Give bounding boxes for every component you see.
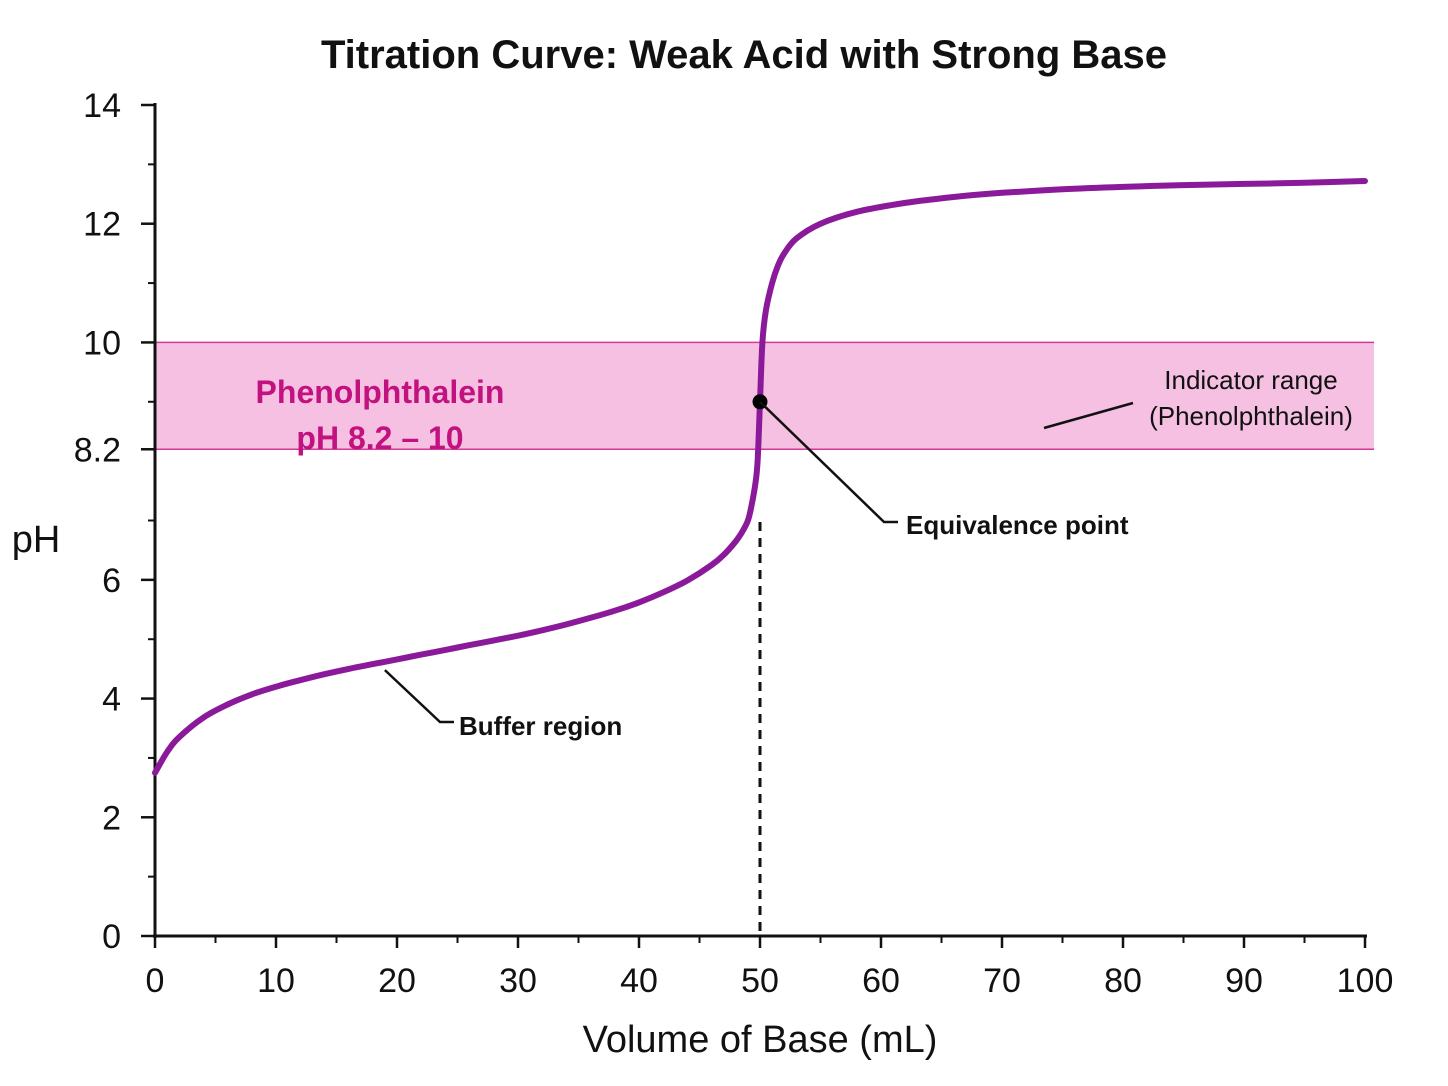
- y-axis-label: pH: [12, 519, 61, 561]
- x-tick-label: 10: [257, 962, 295, 1000]
- band-label-name: Phenolphthalein: [256, 374, 505, 410]
- x-tick-label: 50: [741, 962, 779, 1000]
- indicator-range-sublabel: (Phenolphthalein): [1149, 401, 1353, 431]
- x-tick-label: 0: [146, 962, 165, 1000]
- y-tick-label: 14: [83, 87, 121, 125]
- y-tick-label: 4: [102, 681, 121, 719]
- indicator-range-label: Indicator range: [1164, 365, 1337, 395]
- titration-curve: [152, 178, 1368, 776]
- x-tick-label: 80: [1104, 962, 1142, 1000]
- x-tick-label: 60: [862, 962, 900, 1000]
- equivalence-point-label: Equivalence point: [906, 510, 1129, 540]
- y-tick-label: 6: [102, 562, 121, 600]
- x-tick-label: 20: [378, 962, 416, 1000]
- annotations: Equivalence point Buffer region Indicator …: [384, 365, 1353, 936]
- buffer-leader-line: [384, 669, 454, 724]
- x-tick-label: 30: [499, 962, 537, 1000]
- equivalence-leader-line: [759, 400, 898, 524]
- indicator-range-leader-line: [1043, 401, 1134, 430]
- x-tick-label: 100: [1337, 962, 1394, 1000]
- y-tick-label: 8.2: [74, 431, 121, 469]
- y-tick-label: 0: [102, 918, 121, 956]
- buffer-region-label: Buffer region: [459, 711, 622, 741]
- x-axis-label: Volume of Base (mL): [583, 1019, 938, 1061]
- axis-ticks: 0 10 20 30 40 50 60 70 80 90 100 0 2 4 6 8.2 10 12 14: [74, 87, 1394, 1000]
- y-tick-label: 12: [83, 206, 121, 244]
- x-tick-label: 70: [983, 962, 1021, 1000]
- chart-title: Titration Curve: Weak Acid with Strong B…: [321, 33, 1167, 77]
- series: [152, 178, 1368, 776]
- y-tick-label: 10: [83, 324, 121, 362]
- x-tick-label: 90: [1225, 962, 1263, 1000]
- y-tick-label: 2: [102, 799, 121, 837]
- band-label-range: pH 8.2 – 10: [296, 420, 463, 456]
- x-tick-label: 40: [620, 962, 658, 1000]
